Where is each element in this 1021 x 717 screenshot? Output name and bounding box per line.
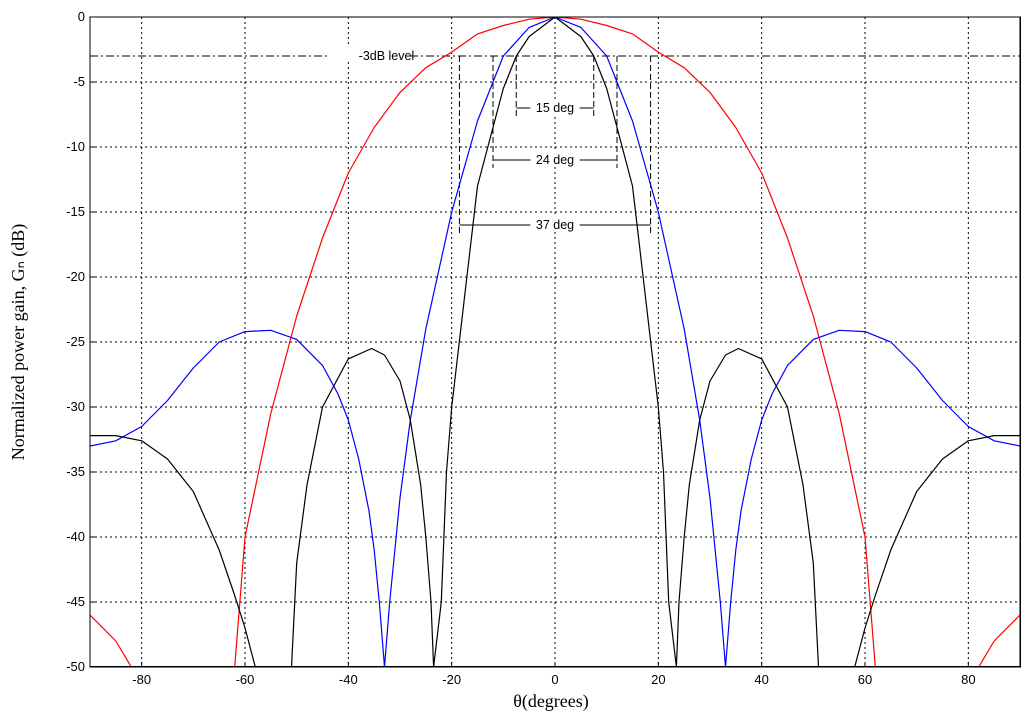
level-label: -3dB level (359, 49, 415, 63)
beamwidth-label: 37 deg (536, 218, 574, 232)
series-line-1 (90, 17, 1021, 667)
y-tick-label: -10 (66, 139, 85, 154)
series-group (90, 17, 1021, 667)
y-tick-label: 0 (78, 9, 85, 24)
x-tick-label: -20 (442, 672, 461, 687)
y-tick-label: -20 (66, 269, 85, 284)
y-tick-label: -35 (66, 464, 85, 479)
y-tick-label: -30 (66, 399, 85, 414)
series-line-3 (90, 17, 1020, 667)
level-label-bg (327, 47, 406, 62)
series-line-2 (90, 17, 1021, 667)
x-tick-label: 20 (651, 672, 665, 687)
x-tick-label: 60 (858, 672, 872, 687)
x-tick-label: -40 (339, 672, 358, 687)
x-tick-label: 80 (961, 672, 975, 687)
beamwidth-label: 24 deg (536, 153, 574, 167)
beamwidth-label: 15 deg (536, 101, 574, 115)
tick-labels: -80 -60 -40 -20 0 20 40 60 80 0 -5 -10 -15 -20 -25 -30 -… (66, 9, 975, 687)
beamwidth-label-bg (530, 216, 580, 231)
beamwidth-label-bg (530, 151, 580, 166)
y-tick-label: -5 (73, 74, 85, 89)
x-tick-label: 0 (551, 672, 558, 687)
x-tick-label: -80 (132, 672, 151, 687)
beamwidth-label-bg (530, 99, 580, 114)
x-axis-label: θ(degrees) (513, 691, 589, 712)
y-tick-label: -25 (66, 334, 85, 349)
x-tick-label: -60 (236, 672, 255, 687)
x-tick-label: 40 (754, 672, 768, 687)
annotations: -3dB level 15 deg 24 deg 37 deg (90, 47, 1020, 233)
y-axis-label: Normalized power gain, Gₙ (dB) (8, 224, 29, 461)
y-tick-label: -45 (66, 594, 85, 609)
y-tick-label: -50 (66, 659, 85, 674)
y-tick-label: -40 (66, 529, 85, 544)
y-tick-label: -15 (66, 204, 85, 219)
